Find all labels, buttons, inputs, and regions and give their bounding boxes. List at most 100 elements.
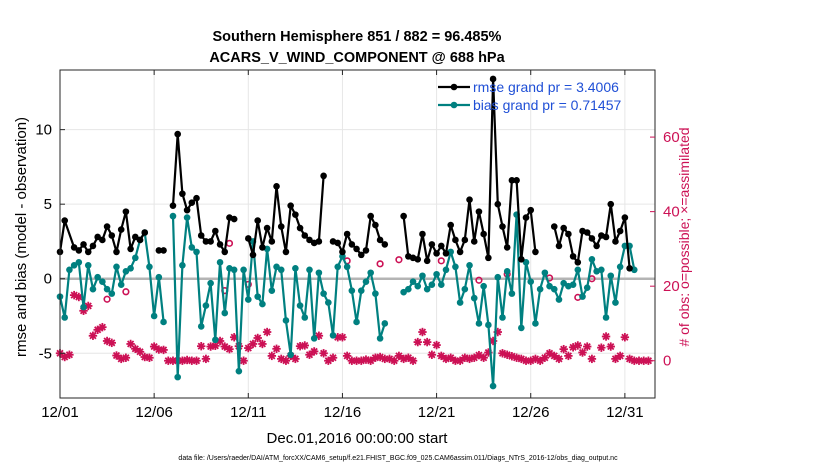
rmse-point [343,230,351,238]
rmse-point [230,215,238,223]
obs-assimilated-stroke [418,328,427,336]
obs-assimilated-marker [135,347,145,356]
obs-assimilated-marker [159,345,168,355]
bias-point [518,324,525,332]
obs-assimilated-stroke [545,349,554,357]
bias-point [357,287,365,294]
bias-point [268,287,276,294]
rmse-point [179,190,186,198]
rmse-point [94,233,101,241]
rmse-point [244,235,252,242]
rmse-point [277,223,285,230]
bias-point [452,263,459,271]
bias-point [437,281,445,288]
obs-assimilated-marker [587,354,597,364]
x-tick-label: 12/21 [418,404,456,421]
obs-assimilated-stroke [75,293,83,301]
axis-ticks: 12/01 12/06 12/11 12/16 12/21 12/26 12/31 -5 0 5 1… [35,70,680,421]
rmse-point [339,248,346,256]
rmse-point [61,217,69,224]
rmse-point [489,75,497,83]
obs-assimilated-stroke [202,355,210,363]
bias-point [343,263,351,271]
obs-assimilated-marker [479,353,488,362]
obs-assimilated-stroke [625,355,634,363]
rmse-point [249,251,257,259]
rmse-point [362,247,370,254]
obs-assimilated-stroke [536,357,544,365]
bias-point [282,317,290,324]
obs-assimilated-stroke [437,352,445,360]
obs-possible-marker [437,257,445,265]
bias-point [470,294,478,302]
obs-assimilated-marker [615,351,625,361]
obs-assimilated-stroke [122,354,130,362]
x-tick-label: 12/06 [135,404,173,421]
rmse-point [160,247,167,254]
bias-point [99,278,106,286]
bias-point [287,351,294,359]
obs-assimilated-marker [422,337,432,347]
rmse-point [565,230,572,238]
rmse-point [155,247,163,254]
obs-assimilated-stroke [611,355,620,363]
legend-rmse-marker [450,83,458,91]
bias-point [244,296,252,303]
bias-point [174,373,181,381]
obs-assimilated-stroke [550,352,558,360]
rmse-point [447,221,455,229]
obs-assimilated-stroke [508,352,516,360]
bias-point [372,290,379,297]
obs-assimilated-marker [178,356,187,365]
obs-possible-marker [122,288,130,296]
obs-assimilated-marker [601,332,611,341]
obs-assimilated-stroke [197,342,205,350]
bias-point [230,266,238,274]
bias-point [75,259,83,266]
bias-point [169,212,177,220]
rmse-point [207,238,214,245]
obs-assimilated-stroke [150,342,158,351]
bias-point [616,263,624,271]
rmse-point [527,206,535,214]
bias-point [113,263,120,271]
rmse-point [268,238,276,245]
bias-point [94,273,101,281]
obs-assimilated-stroke [588,355,596,363]
rmse-point [593,242,600,250]
y2-tick-label: 40 [663,204,680,221]
obs-assimilated-marker [65,350,74,359]
rmse-point [132,233,139,241]
bias-point [550,285,558,293]
obs-assimilated-marker [418,327,427,337]
obs-assimilated-marker [248,339,258,349]
rmse-point [296,224,304,232]
obs-assimilated-stroke [456,357,464,365]
rmse-point [103,223,111,230]
bias-point [475,320,483,327]
bias-point [207,279,214,287]
bias-point [348,287,356,294]
obs-assimilated-stroke [423,338,431,346]
bias-point [433,270,440,278]
plot-frame [59,69,656,399]
obs-assimilated-stroke [395,352,403,360]
rmse-point [503,244,511,251]
obs-assimilated-stroke [258,340,267,348]
obs-assimilated-stroke [367,357,375,365]
y2-tick-label: 0 [663,353,671,370]
bias-point [235,367,243,375]
obs-assimilated-stroke [371,354,379,362]
obs-assimilated-stroke [65,351,74,359]
obs-assimilated-marker [258,339,267,349]
rmse-point [136,236,144,244]
bias-point [70,262,78,269]
bias-point [80,303,87,311]
bias-point [89,285,97,293]
bias-point [84,262,92,269]
y-axis-label: rmse and bias (model - observation) [13,117,30,357]
bias-point [579,293,586,300]
rmse-point [616,227,624,235]
bias-point [310,335,318,342]
